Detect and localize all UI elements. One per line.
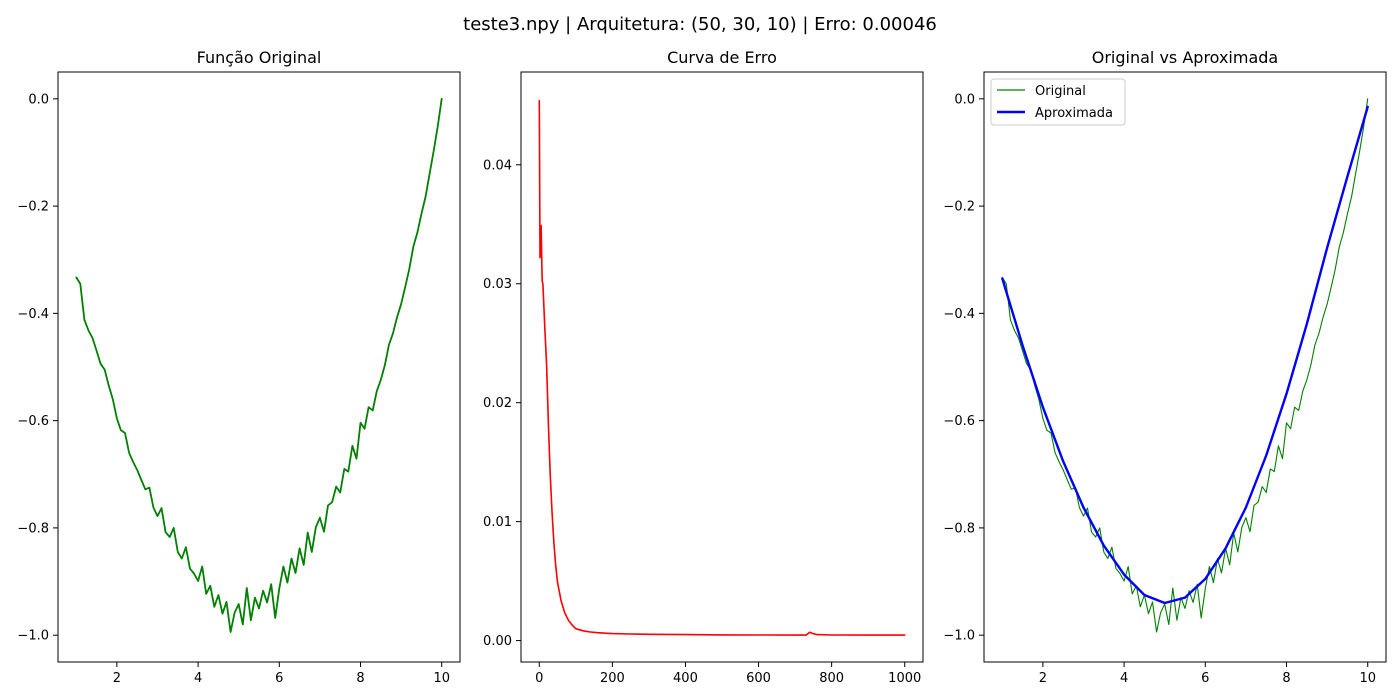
y-tick-label: 0.0 bbox=[954, 92, 975, 107]
series-line-erro bbox=[538, 99, 906, 636]
y-tick-label: 0.0 bbox=[28, 92, 49, 107]
legend-label-approx: Aproximada bbox=[1035, 106, 1113, 121]
series-line-original bbox=[1001, 98, 1369, 633]
axes-original-vs-approx: Original vs Aproximada 2 4 6 8 10 −1.0 −0.8 −0.… bbox=[943, 48, 1387, 686]
y-tick-label: 0.00 bbox=[483, 634, 512, 649]
y-tick-label: 0.03 bbox=[483, 277, 512, 292]
x-tick-label: 200 bbox=[600, 671, 625, 686]
x-tick-label: 4 bbox=[1120, 671, 1128, 686]
y-tick-label: 0.04 bbox=[483, 158, 512, 173]
x-tick-label: 4 bbox=[194, 671, 202, 686]
x-tick-label: 8 bbox=[356, 671, 364, 686]
series-line-aproximada bbox=[1001, 105, 1369, 605]
y-tick-label: −0.4 bbox=[17, 307, 49, 322]
axes-frame-error bbox=[520, 71, 924, 663]
y-tick-label: −0.2 bbox=[17, 200, 49, 215]
x-tick-label: 0 bbox=[535, 671, 543, 686]
y-tick-label: −0.6 bbox=[17, 414, 49, 429]
series-line-original bbox=[75, 97, 443, 633]
x-tick-label: 10 bbox=[433, 671, 450, 686]
y-tick-label: 0.02 bbox=[483, 396, 512, 411]
y-tick-label: −1.0 bbox=[943, 629, 975, 644]
x-tick-label: 2 bbox=[113, 671, 121, 686]
x-tick-label: 600 bbox=[746, 671, 771, 686]
series-comparison bbox=[1001, 98, 1369, 633]
y-tick-label: −0.8 bbox=[17, 521, 49, 536]
axes-error-curve: Curva de Erro 0 200 400 600 800 10000.000.010… bbox=[483, 48, 924, 686]
y-tick-label: −1.0 bbox=[17, 629, 49, 644]
ticks-original: 2 4 6 8 10 −1.0 −0.8 −0.6 −0.4 −0.2 0.0 bbox=[17, 92, 450, 686]
axes-frame-comparison bbox=[983, 71, 1387, 663]
x-tick-label: 10 bbox=[1359, 671, 1376, 686]
x-tick-label: 2 bbox=[1039, 671, 1047, 686]
x-tick-label: 8 bbox=[1282, 671, 1290, 686]
axes-title-original: Função Original bbox=[197, 48, 322, 67]
x-tick-label: 400 bbox=[673, 671, 698, 686]
y-tick-label: −0.4 bbox=[943, 307, 975, 322]
y-tick-label: −0.2 bbox=[943, 200, 975, 215]
figure-suptitle: teste3.npy | Arquitetura: (50, 30, 10) |… bbox=[463, 14, 937, 35]
ticks-error: 0 200 400 600 800 1000 0.00 0.01 0.02 0.03 0.04 bbox=[483, 158, 921, 686]
legend-label-original: Original bbox=[1035, 84, 1086, 99]
axes-title-error: Curva de Erro bbox=[667, 48, 777, 67]
x-tick-label: 800 bbox=[819, 671, 844, 686]
axes-title-comparison: Original vs Aproximada bbox=[1092, 48, 1278, 67]
x-tick-label: 6 bbox=[1201, 671, 1209, 686]
series-error bbox=[538, 99, 906, 636]
axes-frame-original bbox=[57, 71, 461, 663]
legend: Original Aproximada bbox=[990, 78, 1126, 126]
y-tick-label: −0.8 bbox=[943, 521, 975, 536]
series-original bbox=[75, 97, 443, 633]
ticks-comparison: 2 4 6 8 10 −1.0 −0.8 −0.6 −0.4 −0.2 0.0 bbox=[943, 92, 1376, 686]
y-tick-label: 0.01 bbox=[483, 515, 512, 530]
axes-original-function: Função Original 2 4 6 8 10 −1.0 −0.8 −0.6 −0.4 −0… bbox=[17, 48, 461, 686]
y-tick-label: −0.6 bbox=[943, 414, 975, 429]
x-tick-label: 1000 bbox=[888, 671, 921, 686]
x-tick-label: 6 bbox=[275, 671, 283, 686]
